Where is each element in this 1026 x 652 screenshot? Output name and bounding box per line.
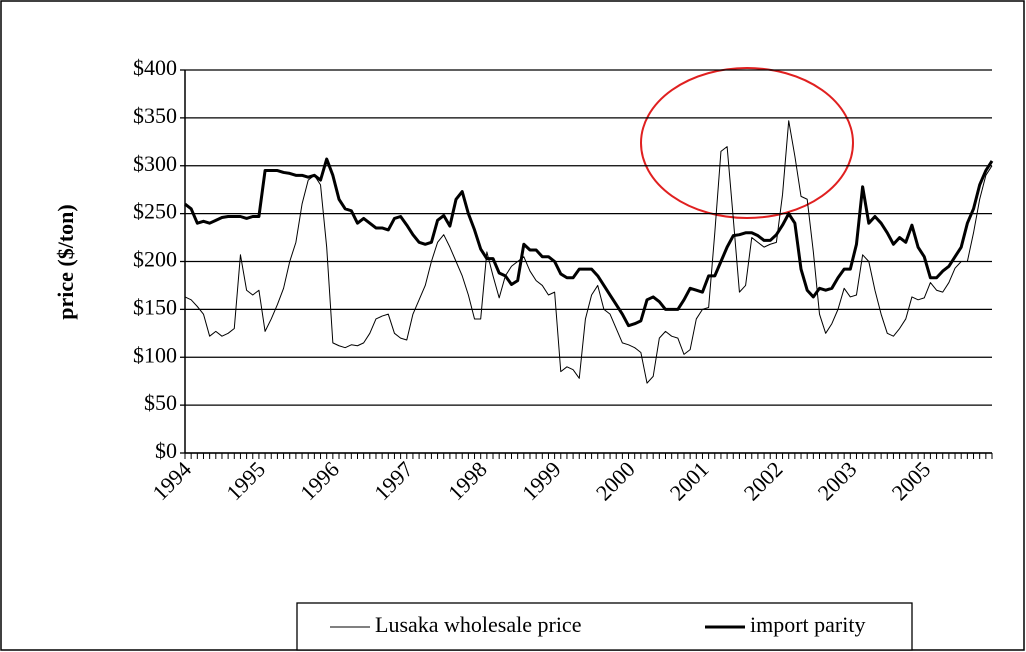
- highlight-ellipse: [640, 67, 854, 219]
- series-line: [184, 120, 993, 384]
- y-axis-label: price ($/ton): [53, 204, 78, 319]
- y-tick-label: $300: [133, 151, 177, 176]
- y-tick-label: $50: [144, 390, 177, 415]
- legend-label: import parity: [750, 612, 865, 637]
- y-tick-label: $200: [133, 247, 177, 272]
- series-line: [184, 157, 994, 328]
- y-tick-label: $250: [133, 199, 177, 224]
- y-tick-label: $0: [155, 438, 177, 463]
- y-tick-label: $350: [133, 103, 177, 128]
- y-tick-label: $400: [133, 55, 177, 80]
- legend-label: Lusaka wholesale price: [375, 612, 581, 637]
- legend-box: [296, 602, 913, 651]
- y-tick-label: $100: [133, 342, 177, 367]
- y-tick-label: $150: [133, 294, 177, 319]
